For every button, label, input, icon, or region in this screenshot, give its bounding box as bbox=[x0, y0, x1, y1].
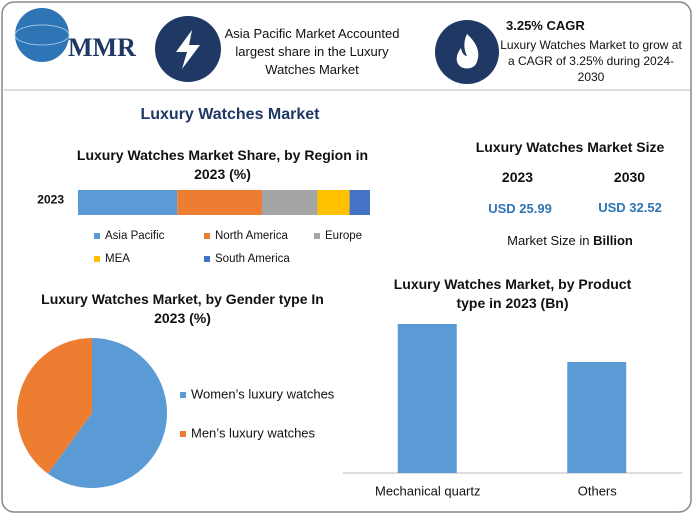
chart-title: Luxury Watches Market, by Product type i… bbox=[393, 276, 632, 311]
legend-marker bbox=[314, 233, 320, 239]
legend-marker bbox=[94, 233, 100, 239]
legend-label: Men’s luxury watches bbox=[191, 425, 316, 440]
bar-segment bbox=[78, 190, 178, 215]
bar-segment bbox=[317, 190, 350, 215]
legend-marker bbox=[204, 233, 210, 239]
size-year: 2030 bbox=[613, 169, 646, 185]
legend-marker bbox=[94, 256, 100, 262]
bar-segment bbox=[261, 190, 318, 215]
legend-label: North America bbox=[215, 230, 288, 242]
bar-segment bbox=[177, 190, 262, 215]
info-right-title: 3.25% CAGR bbox=[506, 18, 585, 33]
bar-segment bbox=[349, 190, 370, 215]
size-note-unit: Billion bbox=[593, 233, 633, 248]
bar bbox=[397, 324, 457, 473]
icon-flame bbox=[456, 34, 479, 69]
icon-bolt bbox=[176, 30, 200, 69]
logo-text: MMR bbox=[68, 33, 136, 62]
y-tick-label: 2023 bbox=[37, 193, 64, 207]
pie-slice bbox=[16, 338, 92, 474]
info-right: Luxury Watches Market to grow at a CAGR … bbox=[500, 38, 682, 84]
legend-marker bbox=[204, 256, 210, 262]
main-title: Luxury Watches Market bbox=[140, 106, 320, 123]
size-title: Luxury Watches Market Size bbox=[475, 139, 665, 155]
size-value: USD 25.99 bbox=[488, 201, 552, 216]
info-left: Asia Pacific Market Accounted largest sh… bbox=[224, 26, 400, 77]
chart-title: Luxury Watches Market, by Gender type In… bbox=[41, 291, 324, 326]
legend-label: Asia Pacific bbox=[105, 230, 165, 242]
size-year: 2023 bbox=[501, 169, 534, 185]
size-note-text: Market Size in bbox=[507, 233, 590, 248]
legend-label: South America bbox=[215, 253, 290, 265]
legend-label: Women’s luxury watches bbox=[191, 386, 335, 401]
legend-marker bbox=[180, 392, 186, 398]
chart-title: Luxury Watches Market Share, by Region i… bbox=[76, 147, 369, 182]
size-value: USD 32.52 bbox=[598, 200, 662, 215]
legend-label: MEA bbox=[105, 253, 130, 265]
bar bbox=[567, 362, 627, 473]
legend-marker bbox=[180, 431, 186, 437]
pie-slice bbox=[47, 338, 167, 489]
logo-globe-line bbox=[14, 24, 70, 46]
logo-globe bbox=[15, 8, 69, 62]
x-tick-label: Mechanical quartz bbox=[375, 483, 481, 498]
legend-label: Europe bbox=[325, 230, 362, 242]
x-tick-label: Others bbox=[578, 483, 618, 498]
size-note: Market Size in Billion bbox=[490, 233, 650, 248]
